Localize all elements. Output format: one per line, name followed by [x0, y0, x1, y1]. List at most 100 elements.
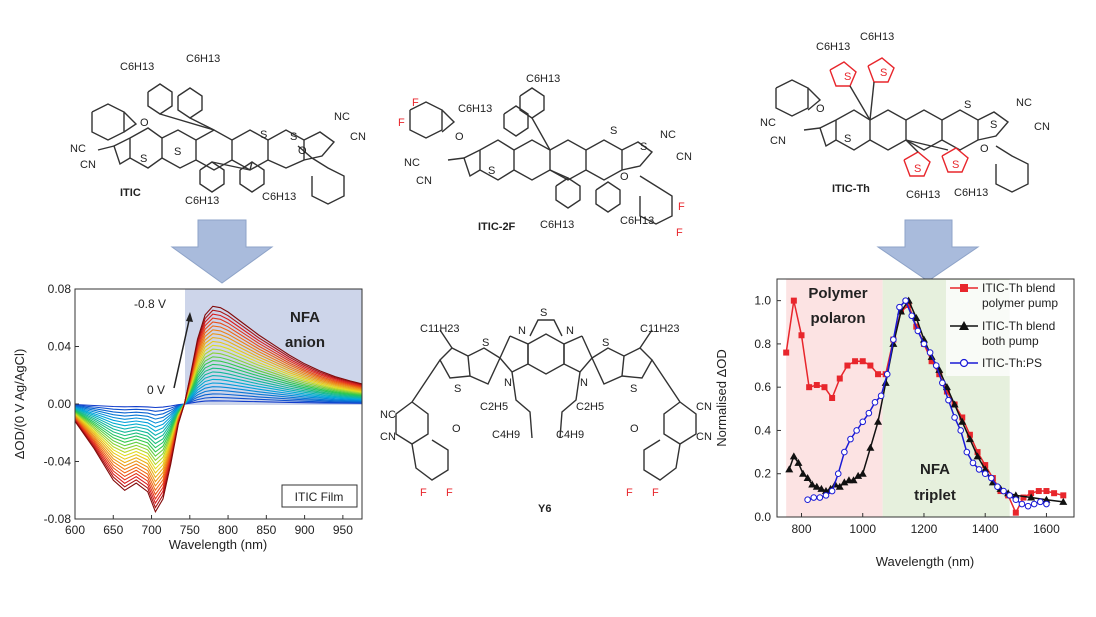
- series-point: [875, 371, 882, 378]
- x-tick-label: 800: [218, 523, 238, 537]
- atom-n: N: [580, 377, 588, 389]
- series-point: [810, 494, 818, 501]
- series-point: [920, 340, 928, 348]
- series-point: [988, 474, 995, 482]
- series-point: [1051, 490, 1058, 497]
- series-point: [966, 431, 973, 438]
- atom-cn: CN: [770, 135, 786, 147]
- atom-o: O: [620, 171, 629, 183]
- atom-f: F: [652, 487, 659, 499]
- legend-blue-line1: ITIC-Th:PS: [982, 356, 1042, 370]
- series-point: [890, 336, 897, 343]
- atom-f: F: [398, 117, 405, 129]
- spectrum-line: [74, 313, 363, 505]
- atom-s: S: [540, 307, 547, 319]
- spectrum-line: [74, 333, 363, 483]
- atom-c2h5: C2H5: [576, 401, 604, 413]
- legend-red-line2: polymer pump: [982, 296, 1058, 310]
- series-point: [994, 483, 1001, 491]
- series-point: [1028, 490, 1035, 497]
- series-point: [1024, 502, 1032, 510]
- molecule-label-itic-th: ITIC-Th: [832, 183, 870, 195]
- atom-cn: CN: [696, 431, 712, 443]
- series-point: [974, 449, 981, 456]
- atom-f: F: [446, 487, 453, 499]
- right-plot-frame: [776, 278, 1075, 518]
- series-point: [1011, 491, 1020, 499]
- series-point: [821, 487, 830, 495]
- series-point: [853, 427, 860, 434]
- series-point: [799, 469, 808, 477]
- series-point: [790, 297, 797, 304]
- spectrum-line: [74, 309, 363, 509]
- series-point: [1018, 500, 1026, 508]
- series-point: [1035, 488, 1042, 495]
- spectrum-line: [74, 340, 363, 474]
- atom-o: O: [455, 131, 464, 143]
- series-point: [963, 448, 971, 456]
- atom-nc: NC: [334, 111, 350, 123]
- spectrum-line: [74, 393, 363, 416]
- series-point: [834, 470, 842, 478]
- atom-s: S: [914, 163, 921, 175]
- spectrum-line: [74, 382, 363, 428]
- atom-cn: CN: [380, 431, 396, 443]
- chart-right: 800 1000 1200 1400 1600 0.0 0.2 0.4 0.6 0.8 1.0 Wa…: [714, 278, 1075, 569]
- series-point: [821, 384, 828, 391]
- down-arrow-left: [170, 219, 274, 284]
- atom-f: F: [412, 97, 419, 109]
- spectrum-line: [74, 389, 363, 420]
- atom-n: N: [566, 325, 574, 337]
- atom-s: S: [290, 131, 297, 143]
- potential-label-end: -0.8 V: [134, 297, 166, 311]
- legend-marker-blue: [959, 358, 969, 368]
- spectrum-line: [74, 325, 363, 492]
- series-point: [1043, 500, 1050, 508]
- atom-c4h9: C4H9: [556, 429, 584, 441]
- series-point: [812, 482, 821, 490]
- series-point: [877, 392, 885, 400]
- y-tick-label: 0.2: [754, 467, 771, 481]
- spectrum-line: [74, 321, 363, 496]
- down-arrow-right: [876, 219, 980, 282]
- y-tick-label: 0.4: [754, 423, 771, 437]
- polymer-label-line2: polaron: [811, 310, 866, 327]
- atom-cn: CN: [350, 131, 366, 143]
- molecule-itic-2f: F F F F C6H13 C6H13 C6H13 C6H13 NC CN NC…: [398, 73, 692, 239]
- spectrum-line: [74, 344, 363, 470]
- series-point: [926, 349, 934, 356]
- nfa-anion-line2: anion: [285, 334, 325, 351]
- chart-left: 600 650 700 750 800 850 900 950 -0.08 -0.04 0.00 0.…: [12, 282, 363, 552]
- series-point: [1020, 494, 1027, 501]
- molecule-label-y6: Y6: [538, 503, 551, 515]
- atom-cn: CN: [676, 151, 692, 163]
- legend-marker-black: [959, 321, 969, 330]
- spectrum-line: [74, 348, 363, 466]
- atom-nc: NC: [404, 157, 420, 169]
- series-point: [943, 388, 950, 395]
- y-tick-label: 1.0: [754, 294, 771, 308]
- atom-o: O: [140, 117, 149, 129]
- series-point: [981, 465, 990, 473]
- left-axis-ticks: 600 650 700 750 800 850 900 950 -0.08 -0.04 0.00 0.…: [44, 282, 354, 537]
- nfa-anion-line1: NFA: [290, 309, 320, 326]
- series-point: [981, 470, 989, 478]
- series-point: [803, 474, 812, 482]
- series-point: [896, 303, 903, 311]
- right-x-axis-label: Wavelength (nm): [876, 554, 975, 569]
- atom-s: S: [610, 125, 617, 137]
- atom-c11h23: C11H23: [640, 323, 680, 335]
- series-point: [798, 332, 805, 339]
- polymer-label-line1: Polymer: [808, 285, 867, 302]
- series-point: [836, 375, 843, 382]
- series-point: [859, 418, 867, 426]
- series-point: [950, 400, 959, 408]
- y-tick-label: 0.08: [48, 282, 72, 296]
- x-tick-label: 1200: [911, 522, 938, 536]
- atom-s: S: [844, 71, 851, 83]
- spectrum-line: [74, 396, 363, 412]
- spectra-curves: [74, 305, 363, 514]
- series-point: [945, 396, 952, 404]
- atom-f: F: [676, 227, 683, 239]
